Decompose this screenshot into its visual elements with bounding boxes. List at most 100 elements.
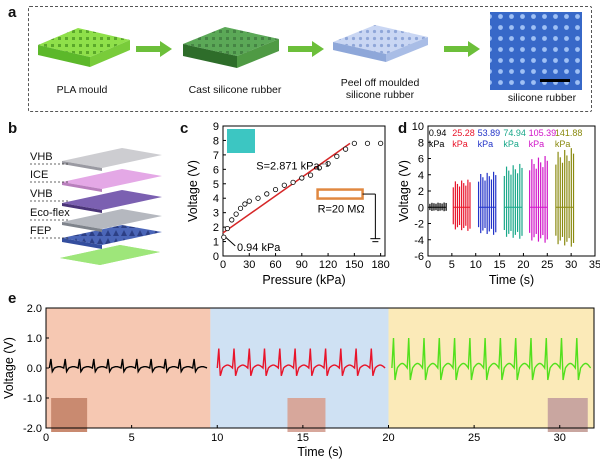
c-ytick-label: 0 [213, 251, 219, 263]
d-ytick-label: 6 [418, 154, 424, 166]
c-ytick-label: 2 [213, 222, 219, 234]
d-xtick-label: 10 [470, 259, 482, 271]
d-series-value: 0.94 [429, 128, 447, 138]
d-series-value: 74.94 [503, 128, 526, 138]
layer-label-vhb: VHB [30, 188, 53, 200]
d-ytick-label: -4 [414, 235, 424, 247]
e-ylabel: Voltage (V) [2, 337, 16, 399]
c-data-point [221, 234, 227, 240]
d-series [529, 156, 548, 243]
c-threshold-label: 0.94 kPa [237, 242, 281, 254]
c-data-point [246, 198, 252, 204]
step-label-silicone: silicone rubber [507, 92, 577, 104]
c-xtick-label: 0 [220, 259, 226, 271]
e-xtick-label: 0 [43, 432, 49, 444]
panel-d-chart: 0 5 10 15 20 25 30 35 -6 -4 -2 0 2 4 6 8 10 Time (s) Volta… [398, 121, 600, 287]
d-xtick-label: 35 [589, 259, 600, 271]
step-label-peel: Peel off moulded silicone rubber [340, 77, 420, 101]
c-data-point [237, 205, 244, 211]
c-fit-line [222, 142, 351, 234]
e-inset-photo-2 [287, 398, 326, 432]
c-data-point [224, 225, 230, 232]
panel-a-illustration [38, 12, 582, 90]
d-ytick-label: 10 [412, 121, 424, 133]
arrow-3 [444, 41, 480, 57]
e-signal-trace [216, 348, 386, 377]
d-series-unit: kPa [452, 139, 468, 149]
d-series-unit: kPa [503, 139, 519, 149]
c-inset-photo [227, 129, 255, 153]
e-inset-photo-1 [51, 398, 88, 432]
d-series [452, 179, 471, 231]
d-xtick-label: 30 [565, 259, 577, 271]
d-ylabel: Voltage (V) [398, 160, 411, 222]
d-ytick-label: 4 [418, 170, 424, 182]
c-xtick-label: 180 [371, 259, 389, 271]
panel-b-layers [30, 148, 162, 265]
c-data-point [334, 153, 340, 159]
d-xtick-label: 0 [425, 259, 431, 271]
c-data-point [290, 179, 296, 185]
e-xtick-label: 25 [468, 432, 480, 444]
c-ytick-label: 8 [213, 135, 219, 147]
c-data-point [255, 195, 261, 201]
c-data-point [242, 201, 248, 207]
c-data-point [299, 175, 305, 181]
c-ytick-label: 1 [213, 237, 219, 249]
e-xtick-label: 15 [297, 432, 309, 444]
c-data-point [229, 217, 235, 223]
c-xtick-label: 90 [296, 259, 308, 271]
arrow-1 [136, 41, 172, 57]
e-xtick-label: 30 [554, 432, 566, 444]
d-series [555, 148, 575, 247]
e-signal-trace [391, 337, 592, 381]
d-xtick-label: 20 [517, 259, 529, 271]
layer-label-fep: FEP [30, 225, 52, 237]
d-series-value: 141.88 [555, 128, 583, 138]
step-label-pla: PLA mould [56, 84, 108, 96]
e-ytick-label: 2.0 [27, 303, 42, 315]
c-ytick-label: 5 [213, 179, 219, 191]
c-data-point [342, 146, 349, 152]
peel-block [333, 25, 428, 62]
c-ytick-label: 7 [213, 150, 219, 162]
d-series-value: 53.89 [478, 128, 501, 138]
d-xtick-label: 15 [493, 259, 505, 271]
silicone-photo [490, 12, 582, 90]
step-label-cast: Cast silicone rubber [188, 84, 282, 96]
c-axes-frame [222, 125, 386, 257]
c-data-point [378, 140, 384, 146]
d-series [477, 171, 497, 235]
arrow-2 [288, 41, 324, 57]
c-data-point [307, 172, 314, 178]
d-ytick-label: -2 [414, 219, 424, 231]
layer-label-ecoflex: Eco-flex [30, 207, 70, 219]
e-ytick-label: 0.0 [27, 363, 42, 375]
c-slope-label: S=2.871 kPa⁻¹ [256, 160, 329, 172]
c-data-point [233, 211, 239, 217]
c-xtick-label: 30 [243, 259, 255, 271]
e-ytick-label: -1.0 [23, 393, 42, 405]
c-data-point [316, 165, 322, 171]
pla-mould-block [38, 28, 130, 67]
layer-label-ice: ICE [30, 169, 49, 181]
c-data-point [364, 140, 371, 146]
c-ytick-label: 3 [213, 208, 219, 220]
cast-block [183, 27, 279, 68]
c-data-point [272, 186, 279, 193]
d-series [503, 163, 523, 239]
d-series-unit: kPa [529, 139, 545, 149]
c-xtick-label: 120 [319, 259, 337, 271]
e-xlabel: Time (s) [297, 445, 342, 459]
panel-b-letter: b [8, 120, 18, 137]
panel-c-letter: c [180, 120, 189, 137]
c-data-point [281, 182, 287, 188]
e-ytick-label: 1.0 [27, 333, 42, 345]
c-resistor-label: R=20 MΩ [318, 204, 365, 216]
e-xtick-label: 5 [129, 432, 135, 444]
e-xtick-label: 20 [382, 432, 394, 444]
c-data-point [264, 191, 270, 197]
c-xtick-label: 150 [345, 259, 363, 271]
d-series-value: 105.39 [529, 128, 557, 138]
